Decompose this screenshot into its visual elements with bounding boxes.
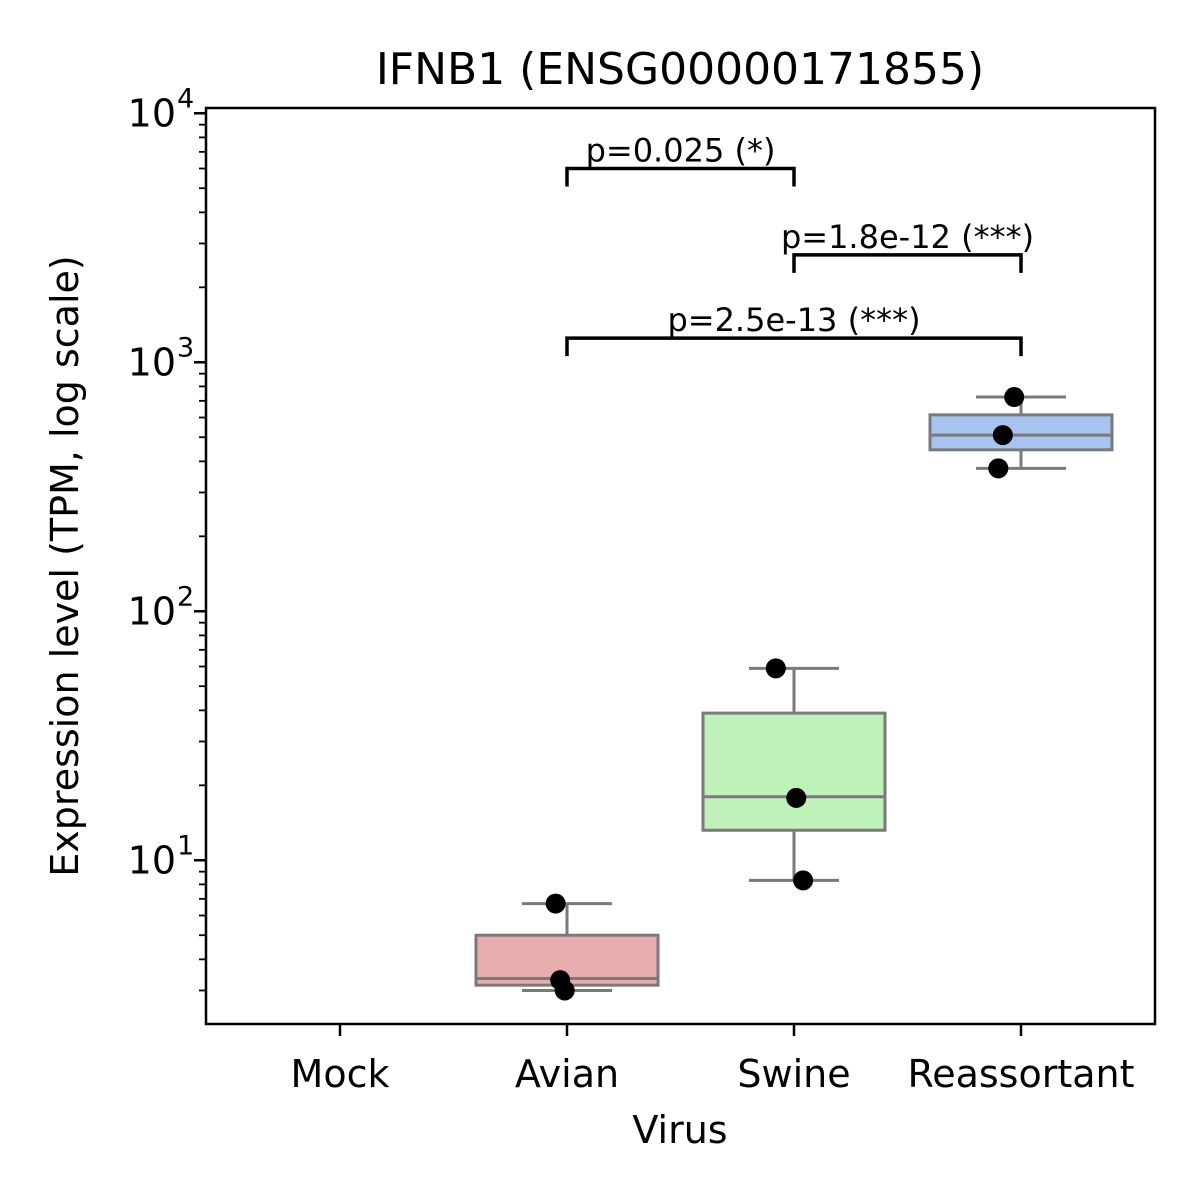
y-tick-label: 10 3	[128, 332, 195, 384]
significance-annotation: p=0.025 (*)	[565, 132, 796, 187]
significance-label: p=0.025 (*)	[586, 132, 776, 170]
data-point-swine	[765, 658, 786, 679]
significance-bracket	[792, 253, 1023, 273]
y-tick-base: 10	[128, 838, 176, 882]
plot-frame	[204, 106, 1157, 1026]
data-point-swine	[786, 787, 807, 808]
data-point-swine	[793, 870, 814, 891]
significance-label: p=1.8e-12 (***)	[781, 218, 1034, 256]
x-tick-label: Reassortant	[908, 1052, 1135, 1096]
y-tick-label: 10 4	[128, 83, 195, 135]
x-tick-label: Avian	[515, 1052, 619, 1096]
box-reassortant	[928, 395, 1114, 470]
y-tick-base: 10	[128, 340, 176, 384]
y-tick-exponent: 4	[177, 83, 194, 114]
data-point-reassortant	[992, 425, 1013, 446]
box-iqr	[701, 711, 887, 832]
x-axis: Mock Avian Swine Reassortant	[291, 1024, 1135, 1096]
x-tick-label: Swine	[737, 1052, 850, 1096]
box-swine	[701, 666, 887, 882]
data-point-avian	[545, 893, 566, 914]
y-tick-label: 10 2	[128, 581, 195, 633]
plot-content: p=0.025 (*) p=1.8e-12 (***) p=2.5e-13 (***…	[474, 132, 1114, 1001]
y-tick-base: 10	[128, 91, 176, 135]
significance-bracket	[565, 336, 1023, 357]
x-tick-label: Mock	[291, 1052, 390, 1096]
significance-annotation: p=2.5e-13 (***)	[565, 301, 1023, 357]
significance-annotation: p=1.8e-12 (***)	[781, 218, 1034, 273]
y-tick-exponent: 2	[177, 581, 194, 612]
x-axis-label: Virus	[632, 1108, 727, 1152]
y-tick-exponent: 1	[177, 830, 194, 861]
y-axis-label: Expression level (TPM, log scale)	[43, 255, 87, 876]
significance-bracket	[565, 166, 796, 187]
y-tick-label: 10 1	[128, 830, 195, 882]
y-tick-base: 10	[128, 589, 176, 633]
y-tick-exponent: 3	[177, 332, 194, 363]
box-iqr	[928, 413, 1114, 452]
data-point-reassortant	[988, 458, 1009, 479]
data-point-avian	[554, 980, 575, 1001]
chart-title: IFNB1 (ENSG00000171855)	[376, 44, 984, 95]
significance-label: p=2.5e-13 (***)	[667, 301, 920, 339]
data-point-reassortant	[1004, 387, 1025, 408]
